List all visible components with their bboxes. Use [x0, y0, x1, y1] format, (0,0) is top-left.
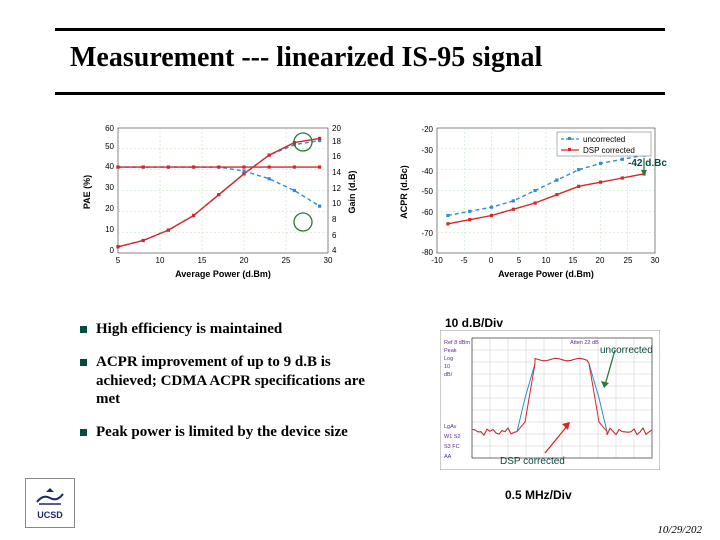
chart1-ylabel-right: Gain (d.B): [347, 171, 357, 214]
spectrum-dsp-label: DSP corrected: [500, 456, 565, 467]
svg-text:S3 FC: S3 FC: [444, 444, 460, 450]
svg-text:12: 12: [332, 184, 341, 193]
svg-text:40: 40: [105, 162, 114, 171]
bullet-2: ACPR improvement of up to 9 d.B is achie…: [80, 353, 390, 409]
svg-text:Atten 22 dB: Atten 22 dB: [570, 340, 599, 346]
svg-text:0: 0: [110, 246, 115, 255]
svg-text:-5: -5: [460, 256, 468, 265]
svg-text:14: 14: [332, 168, 341, 177]
title-rule-top: [55, 28, 665, 31]
chart2-ylabel: ACPR (d.Bc): [399, 165, 409, 219]
svg-text:5: 5: [116, 256, 121, 265]
svg-text:-30: -30: [421, 146, 433, 155]
legend-uncorrected: uncorrected: [583, 135, 625, 144]
svg-text:20: 20: [332, 124, 341, 133]
bullet-3: Peak power is limited by the device size: [80, 423, 390, 442]
svg-text:30: 30: [105, 183, 114, 192]
svg-text:60: 60: [105, 124, 114, 133]
svg-text:W1 S2: W1 S2: [444, 434, 461, 440]
pae-gain-chart: 01020 304050 60 468 101214 161820 51015 …: [80, 120, 365, 280]
svg-text:-40: -40: [421, 167, 433, 176]
svg-text:10: 10: [444, 364, 450, 370]
svg-text:6: 6: [332, 231, 337, 240]
svg-text:15: 15: [198, 256, 207, 265]
svg-text:AA: AA: [444, 454, 452, 460]
svg-text:Ref 8 dBm: Ref 8 dBm: [444, 340, 470, 346]
svg-text:16: 16: [332, 152, 341, 161]
svg-text:-10: -10: [431, 256, 443, 265]
spectrum-top-label: 10 d.B/Div: [445, 316, 503, 330]
bullet-1: High efficiency is maintained: [80, 320, 390, 339]
svg-text:25: 25: [624, 256, 633, 265]
svg-text:-60: -60: [421, 208, 433, 217]
legend-dsp: DSP corrected: [583, 146, 635, 155]
svg-text:30: 30: [651, 256, 660, 265]
chart2-xlabel: Average Power (d.Bm): [498, 269, 594, 279]
ucsd-logo: UCSD: [25, 478, 75, 528]
svg-text:20: 20: [596, 256, 605, 265]
logo-text: UCSD: [37, 510, 63, 520]
chart1-xlabel: Average Power (d.Bm): [175, 269, 271, 279]
svg-text:-70: -70: [421, 229, 433, 238]
svg-text:10: 10: [542, 256, 551, 265]
svg-text:8: 8: [332, 215, 337, 224]
svg-text:25: 25: [282, 256, 291, 265]
slide-title: Measurement --- linearized IS-95 signal: [70, 42, 542, 74]
acpr-chart: uncorrected DSP corrected -20-30-40 -50-…: [395, 120, 675, 280]
spectrum-uncorrected-label: uncorrected: [600, 345, 653, 356]
svg-text:30: 30: [324, 256, 333, 265]
svg-text:20: 20: [240, 256, 249, 265]
svg-text:Log: Log: [444, 356, 453, 362]
spectrum-bottom-label: 0.5 MHz/Div: [505, 488, 572, 502]
slide-date: 10/29/202: [657, 524, 702, 536]
svg-text:15: 15: [569, 256, 578, 265]
svg-text:LgAv: LgAv: [444, 424, 457, 430]
svg-text:50: 50: [105, 142, 114, 151]
svg-text:Peak: Peak: [444, 348, 457, 354]
svg-text:-50: -50: [421, 187, 433, 196]
bullet-list: High efficiency is maintained ACPR impro…: [80, 320, 390, 456]
svg-text:dB/: dB/: [444, 372, 453, 378]
svg-text:18: 18: [332, 137, 341, 146]
svg-text:10: 10: [332, 199, 341, 208]
svg-text:10: 10: [105, 225, 114, 234]
svg-text:10: 10: [156, 256, 165, 265]
svg-text:0: 0: [489, 256, 494, 265]
svg-text:5: 5: [517, 256, 522, 265]
chart1-ylabel-left: PAE (%): [82, 175, 92, 209]
svg-text:4: 4: [332, 246, 337, 255]
annotation-42dbc: -42 d.Bc: [628, 158, 667, 169]
svg-text:20: 20: [105, 204, 114, 213]
svg-text:-20: -20: [421, 125, 433, 134]
title-rule-bottom: [55, 92, 665, 95]
